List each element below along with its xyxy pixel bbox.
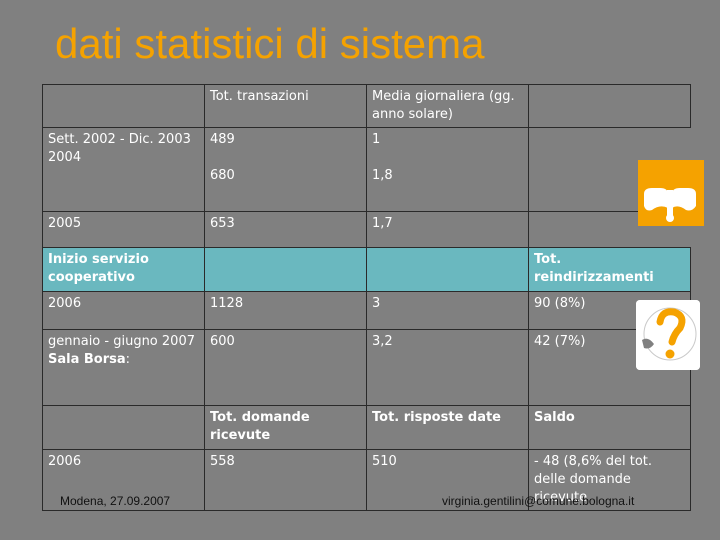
header-cell: Saldo <box>528 405 691 450</box>
period-label: Sett. 2002 - Dic. 2003 <box>48 132 191 147</box>
place-label: Sala Borsa: <box>48 352 131 367</box>
header-cell: Tot. transazioni <box>204 84 367 128</box>
table-row: Sett. 2002 - Dic. 2003 2004 489 680 1 1,… <box>42 127 691 212</box>
table-cell: 510 <box>366 449 529 511</box>
value: 680 <box>210 168 235 183</box>
value: 489 <box>210 132 235 147</box>
table-cell: 2005 <box>42 211 205 248</box>
header-cell <box>528 84 691 128</box>
table-cell: 1,7 <box>366 211 529 248</box>
table-cell: 1 1,8 <box>366 127 529 212</box>
question-mark-icon <box>636 300 700 370</box>
table-cell: 2006 <box>42 291 205 330</box>
table-cell: 1128 <box>204 291 367 330</box>
table-cell: 558 <box>204 449 367 511</box>
table-cell: 2006 <box>42 449 205 511</box>
table-cell: Sett. 2002 - Dic. 2003 2004 <box>42 127 205 212</box>
page-title: dati statistici di sistema <box>55 20 485 67</box>
footer-date: Modena, 27.09.2007 <box>60 494 171 508</box>
header-cell: Tot. risposte date <box>366 405 529 450</box>
table-cell: 3 <box>366 291 529 330</box>
table-row: 2006 1128 3 90 (8%) <box>42 291 691 330</box>
table-row: 2006 558 510 - 48 (8,6% del tot. delle d… <box>42 449 691 511</box>
value: 1 <box>372 132 381 147</box>
table-cell: 489 680 <box>204 127 367 212</box>
table-row: 2005 653 1,7 <box>42 211 691 248</box>
header-cell <box>366 247 529 292</box>
table-cell: 3,2 <box>366 329 529 406</box>
table-cell: 653 <box>204 211 367 248</box>
footer-email: virginia.gentilini@comune.bologna.it <box>442 494 635 508</box>
header-cell <box>42 405 205 450</box>
table-header-row: Tot. transazioni Media giornaliera (gg. … <box>42 84 691 128</box>
header-cell: Media giornaliera (gg. anno solare) <box>366 84 529 128</box>
header-cell <box>42 84 205 128</box>
table-row: gennaio - giugno 2007 Sala Borsa: 600 3,… <box>42 329 691 406</box>
table-cell: - 48 (8,6% del tot. delle domande ricevu… <box>528 449 691 511</box>
header-cell <box>204 247 367 292</box>
table-header-row: Inizio servizio cooperativo Tot. reindir… <box>42 247 691 292</box>
header-cell: Inizio servizio cooperativo <box>42 247 205 292</box>
table-cell: 600 <box>204 329 367 406</box>
period-label: gennaio - giugno 2007 <box>48 334 195 349</box>
value: 1,8 <box>372 168 393 183</box>
statistics-table: Tot. transazioni Media giornaliera (gg. … <box>42 84 691 511</box>
header-cell: Tot. reindirizzamenti <box>528 247 691 292</box>
header-cell: Tot. domande ricevute <box>204 405 367 450</box>
table-header-row: Tot. domande ricevute Tot. risposte date… <box>42 405 691 450</box>
period-label: 2004 <box>48 150 82 165</box>
book-icon <box>638 160 704 226</box>
table-cell: gennaio - giugno 2007 Sala Borsa: <box>42 329 205 406</box>
